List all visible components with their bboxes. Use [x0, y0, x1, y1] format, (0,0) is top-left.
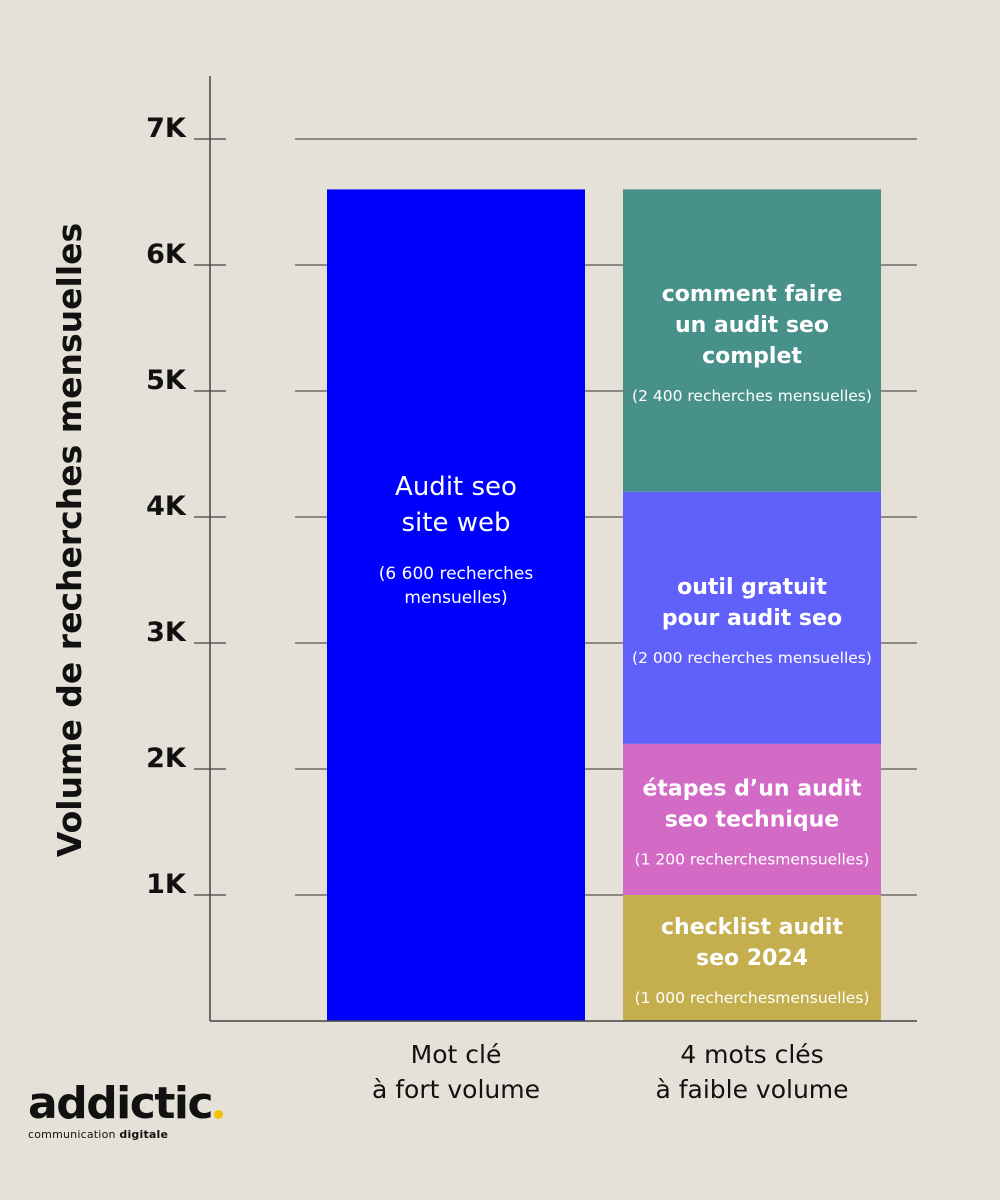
bar-label-title-1-0-1: seo 2024 — [696, 946, 808, 971]
bar-label-sub-0-0-0: (6 600 recherches — [379, 564, 534, 584]
x-category-label-0-0: Mot clé — [411, 1040, 502, 1069]
bar-label-title-1-2-0: outil gratuit — [677, 575, 827, 600]
bar-label-sub-1-3-0: (2 400 recherches mensuelles) — [632, 387, 872, 405]
ytick-label-1K: 1K — [146, 869, 187, 900]
logo-tagline: communication digitale — [28, 1128, 223, 1141]
bar-label-title-1-0-0: checklist audit — [661, 915, 843, 940]
logo-wordmark: addictic — [28, 1078, 214, 1129]
ytick-label-4K: 4K — [146, 491, 187, 522]
ytick-label-5K: 5K — [146, 365, 187, 396]
logo-tagline-light: communication — [28, 1128, 120, 1141]
bar-label-title-1-2-1: pour audit seo — [662, 606, 842, 631]
bar-label-title-1-3-2: complet — [702, 344, 802, 369]
bar-label-sub-1-2-0: (2 000 recherches mensuelles) — [632, 649, 872, 667]
bar-label-title-1-3-0: comment faire — [662, 282, 843, 307]
ytick-label-7K: 7K — [146, 113, 187, 144]
logo-tagline-bold: digitale — [119, 1128, 169, 1141]
bar-label-title-0-0-1: site web — [402, 508, 511, 538]
ytick-label-6K: 6K — [146, 239, 187, 270]
bar-label-title-1-1-0: étapes d’un audit — [642, 776, 862, 801]
bar-segment-1-3 — [623, 189, 881, 492]
bar-label-title-1-3-1: un audit seo — [675, 313, 829, 338]
bar-segment-1-0 — [623, 895, 881, 1021]
bar-segment-0-0 — [327, 189, 585, 1021]
addictic-logo: addictic communication digitale — [28, 1078, 224, 1141]
bar-segment-1-1 — [623, 743, 881, 895]
bar-label-title-1-1-1: seo technique — [665, 807, 839, 832]
bar-label-title-0-0-0: Audit seo — [395, 472, 517, 502]
x-category-label-1-1: à faible volume — [655, 1075, 848, 1104]
bar-label-sub-0-0-1: mensuelles) — [404, 588, 507, 608]
y-axis-label: Volume de recherches mensuelles — [50, 223, 89, 857]
bar-segment-1-2 — [623, 491, 881, 744]
ytick-label-3K: 3K — [146, 617, 187, 648]
x-category-label-1-0: 4 mots clés — [680, 1040, 823, 1069]
bar-label-sub-1-1-0: (1 200 recherchesmensuelles) — [635, 850, 870, 868]
ytick-label-2K: 2K — [146, 743, 187, 774]
logo-dot — [214, 1110, 224, 1119]
bar-label-sub-1-0-0: (1 000 recherchesmensuelles) — [635, 989, 870, 1007]
x-category-label-0-1: à fort volume — [372, 1075, 540, 1104]
